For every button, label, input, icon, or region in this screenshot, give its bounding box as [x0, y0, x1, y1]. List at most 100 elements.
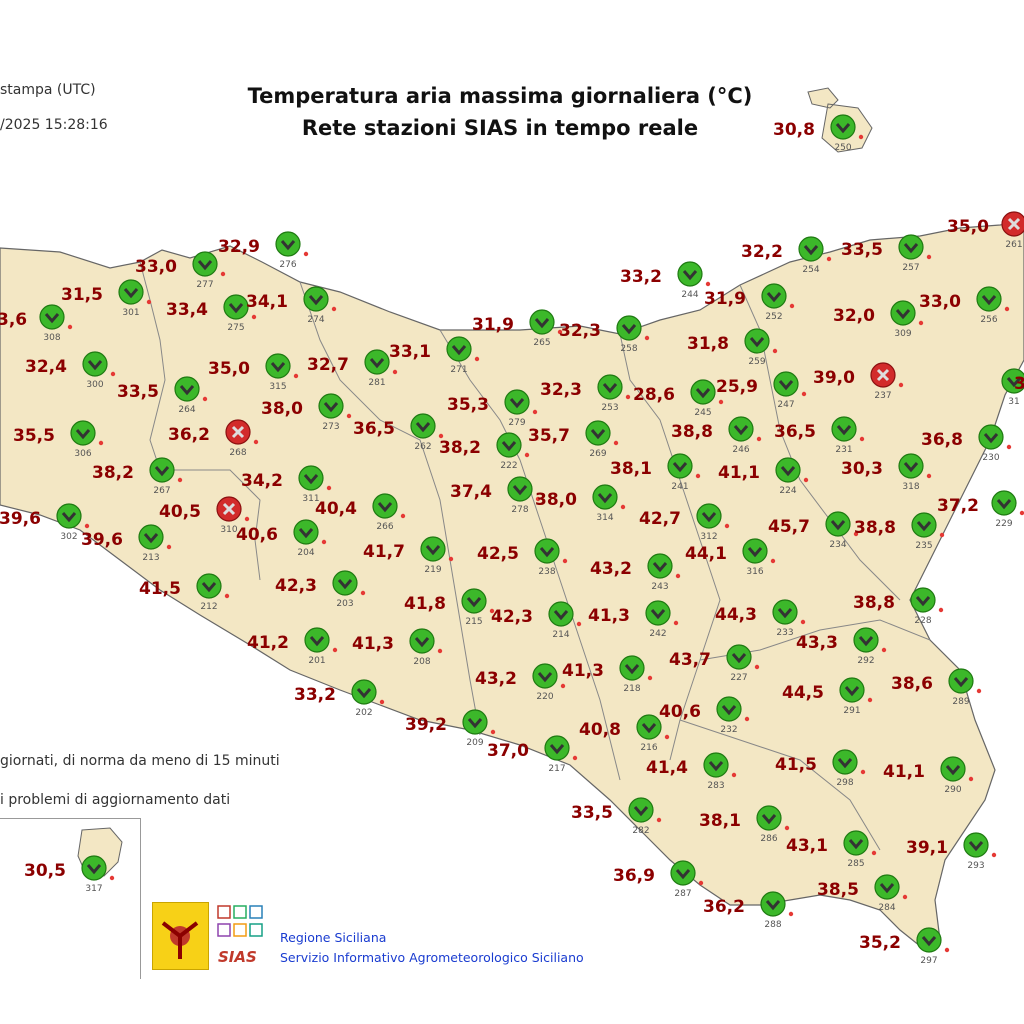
- station-208[interactable]: 208 41,3: [352, 628, 443, 667]
- station-288[interactable]: 288 36,2: [703, 891, 794, 930]
- station-temperature-value: 41,2: [247, 633, 289, 653]
- station-269[interactable]: 269 35,7: [528, 420, 619, 459]
- station-262[interactable]: 262 36,5: [353, 413, 444, 452]
- station-228[interactable]: 228 38,8: [853, 587, 944, 626]
- station-261[interactable]: 261 35,0: [947, 211, 1024, 250]
- station-254[interactable]: 254 32,2: [741, 236, 832, 275]
- station-216[interactable]: 216 40,8: [579, 714, 670, 753]
- station-ok-icon: [507, 476, 533, 502]
- station-271[interactable]: 271 33,1: [389, 336, 480, 375]
- station-location-dot: [576, 621, 582, 627]
- station-312[interactable]: 312 42,7: [639, 503, 730, 542]
- station-ok-icon: [853, 627, 879, 653]
- station-266[interactable]: 266 40,4: [315, 493, 406, 532]
- station-temperature-value: 32,2: [741, 242, 783, 262]
- station-252[interactable]: 252 31,9: [704, 283, 795, 322]
- station-268[interactable]: 268 36,2: [168, 419, 259, 458]
- station-id-label: 220: [536, 692, 553, 702]
- station-253[interactable]: 253 32,3: [540, 374, 631, 413]
- station-286[interactable]: 286 38,1: [699, 805, 790, 844]
- station-308[interactable]: 308 3,6: [0, 304, 73, 343]
- station-284[interactable]: 284 38,5: [817, 874, 908, 913]
- station-290[interactable]: 290 41,1: [883, 756, 974, 795]
- station-230[interactable]: 230 36,8: [921, 424, 1012, 463]
- station-250[interactable]: 250 30,8: [773, 114, 864, 153]
- station-301[interactable]: 301 31,5: [61, 279, 152, 318]
- station-203[interactable]: 203 42,3: [275, 570, 366, 609]
- station-237[interactable]: 237 39,0: [813, 362, 904, 401]
- station-214[interactable]: 214 42,3: [491, 601, 582, 640]
- station-283[interactable]: 283 41,4: [646, 752, 737, 791]
- station-256[interactable]: 256 33,0: [919, 286, 1010, 325]
- station-287[interactable]: 287 36,9: [613, 860, 704, 899]
- station-259[interactable]: 259 31,8: [687, 328, 778, 367]
- station-267[interactable]: 267 38,2: [92, 457, 183, 496]
- station-278[interactable]: 278 37,4: [450, 476, 541, 515]
- station-245[interactable]: 245 28,6: [633, 379, 724, 418]
- station-276[interactable]: 276 32,9: [218, 231, 309, 270]
- station-232[interactable]: 232 40,6: [659, 696, 750, 735]
- station-id-label: 31: [1008, 397, 1019, 407]
- station-238[interactable]: 238 42,5: [477, 538, 568, 577]
- station-209[interactable]: 209 39,2: [405, 709, 496, 748]
- station-310[interactable]: 310 40,5: [159, 496, 250, 535]
- station-291[interactable]: 291 44,5: [782, 677, 873, 716]
- station-314[interactable]: 314 38,0: [535, 484, 626, 523]
- check-icon: [75, 429, 91, 440]
- station-227[interactable]: 227 43,7: [669, 644, 760, 683]
- station-235[interactable]: 235 38,8: [854, 512, 945, 551]
- station-277[interactable]: 277 33,0: [135, 251, 226, 290]
- station-location-dot: [754, 664, 760, 670]
- station-265[interactable]: 265 31,9: [472, 309, 563, 348]
- station-302[interactable]: 302 39,6: [0, 503, 90, 542]
- station-293[interactable]: 293 39,1: [906, 832, 997, 871]
- station-220[interactable]: 220 43,2: [475, 663, 566, 702]
- station-242[interactable]: 242 41,3: [588, 600, 679, 639]
- station-282[interactable]: 282 33,5: [571, 797, 662, 836]
- station-300[interactable]: 300 32,4: [25, 351, 116, 390]
- station-247[interactable]: 247 25,9: [716, 371, 807, 410]
- station-location-dot: [756, 436, 762, 442]
- station-241[interactable]: 241 38,1: [610, 453, 701, 492]
- station-292[interactable]: 292 43,3: [796, 627, 887, 666]
- station-289[interactable]: 289 38,6: [891, 668, 982, 707]
- station-215[interactable]: 215 41,8: [404, 588, 495, 627]
- station-243[interactable]: 243 43,2: [590, 553, 681, 592]
- station-212[interactable]: 212 41,5: [139, 573, 230, 612]
- station-231[interactable]: 231 36,5: [774, 416, 865, 455]
- station-234[interactable]: 234 45,7: [768, 511, 859, 550]
- station-309[interactable]: 309 32,0: [833, 300, 924, 339]
- station-306[interactable]: 306 35,5: [13, 420, 104, 459]
- station-204[interactable]: 204 40,6: [236, 519, 327, 558]
- station-224[interactable]: 224 41,1: [718, 457, 809, 496]
- station-202[interactable]: 202 33,2: [294, 679, 385, 718]
- station-218[interactable]: 218 41,3: [562, 655, 653, 694]
- station-264[interactable]: 264 33,5: [117, 376, 208, 415]
- station-ok-icon: [728, 416, 754, 442]
- station-281[interactable]: 281 32,7: [307, 349, 398, 388]
- station-213[interactable]: 213 39,6: [81, 524, 172, 563]
- station-285[interactable]: 285 43,1: [786, 830, 877, 869]
- station-222[interactable]: 222 38,2: [439, 432, 530, 471]
- station-244[interactable]: 244 33,2: [620, 261, 711, 300]
- station-217[interactable]: 217 37,0: [487, 735, 578, 774]
- station-318[interactable]: 318 30,3: [841, 453, 932, 492]
- station-275[interactable]: 275 33,4: [166, 294, 257, 333]
- station-246[interactable]: 246 38,8: [671, 416, 762, 455]
- station-316[interactable]: 316 44,1: [685, 538, 776, 577]
- station-219[interactable]: 219 41,7: [363, 536, 454, 575]
- station-201[interactable]: 201 41,2: [247, 627, 338, 666]
- station-274[interactable]: 274 34,1: [246, 286, 337, 325]
- station-233[interactable]: 233 44,3: [715, 599, 806, 638]
- station-279[interactable]: 279 35,3: [447, 389, 538, 428]
- station-31[interactable]: 31 33,9: [1001, 368, 1024, 407]
- station-317[interactable]: 317 30,5: [24, 855, 115, 894]
- station-297[interactable]: 297 35,2: [859, 927, 950, 966]
- station-298[interactable]: 298 41,5: [775, 749, 866, 788]
- station-311[interactable]: 311 34,2: [241, 465, 332, 504]
- station-257[interactable]: 257 33,5: [841, 234, 932, 273]
- station-273[interactable]: 273 38,0: [261, 393, 352, 432]
- station-315[interactable]: 315 35,0: [208, 353, 299, 392]
- station-258[interactable]: 258 32,3: [559, 315, 650, 354]
- station-229[interactable]: 229 37,2: [937, 490, 1024, 529]
